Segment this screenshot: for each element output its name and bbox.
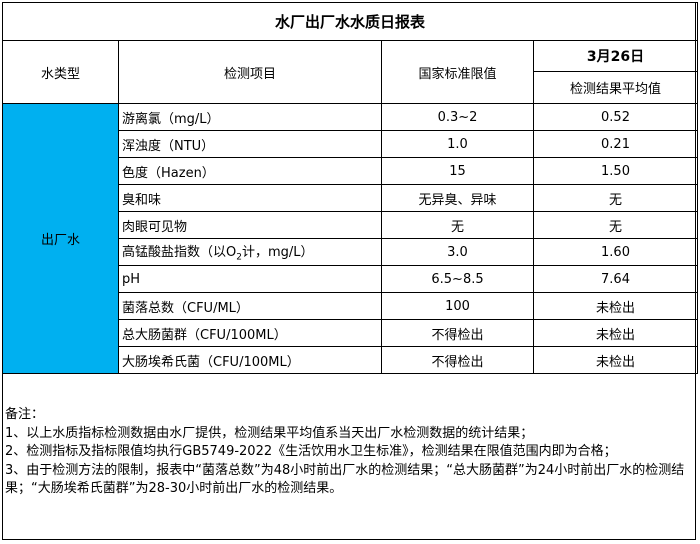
- item-cell: 浑浊度（NTU）: [118, 130, 382, 158]
- item-cell: 菌落总数（CFU/ML）: [118, 292, 382, 320]
- header-water-type: 水类型: [2, 40, 119, 104]
- note-line: 1、以上水质指标检测数据由水厂提供，检测结果平均值系当天出厂水检测数据的统计结果…: [5, 425, 534, 441]
- item-cell: 臭和味: [118, 184, 382, 212]
- item-cell: 大肠埃希氏菌（CFU/100ML）: [118, 346, 382, 374]
- standard-cell: 无异臭、异味: [381, 184, 534, 212]
- result-cell: 无: [532, 211, 699, 239]
- item-cell: 肉眼可见物: [118, 211, 382, 239]
- standard-cell: 不得检出: [381, 346, 534, 374]
- report-title: 水厂出厂水水质日报表: [1, 2, 699, 41]
- result-cell: 无: [532, 184, 699, 212]
- standard-cell: 15: [381, 157, 534, 185]
- item-cell: 总大肠菌群（CFU/100ML）: [118, 319, 382, 347]
- header-item: 检测项目: [118, 40, 382, 104]
- water-quality-table: 水厂出厂水水质日报表 水类型 检测项目 国家标准限值 3月26日 检测结果平均值…: [1, 2, 699, 374]
- item-cell: 色度（Hazen）: [118, 157, 382, 185]
- table-row: 出厂水 游离氯（mg/L） 0.3~2 0.52: [2, 103, 699, 374]
- note-line: 2、检测指标及指标限值均执行GB5749-2022《生活饮用水卫生标准》，检测结…: [5, 444, 617, 459]
- result-cell: 未检出: [532, 319, 699, 347]
- item-text: 计，mg/L）: [241, 245, 314, 261]
- standard-cell: 0.3~2: [381, 103, 534, 131]
- table-row: 大肠埃希氏菌（CFU/100ML） 不得检出 未检出: [3, 346, 699, 374]
- table-row: 臭和味 无异臭、异味 无: [3, 184, 699, 212]
- table-row: 高锰酸盐指数（以O2计，mg/L） 3.0 1.60: [3, 238, 699, 266]
- header-result: 检测结果平均值: [532, 71, 699, 104]
- standard-cell: 1.0: [381, 130, 534, 158]
- header-date: 3月26日: [532, 40, 699, 72]
- water-type-cell: 出厂水: [2, 103, 119, 374]
- result-cell: 0.21: [532, 130, 699, 158]
- standard-cell: 100: [381, 292, 534, 320]
- standard-cell: 6.5~8.5: [381, 265, 534, 293]
- notes-heading: 备注：: [5, 407, 45, 422]
- result-cell: 1.60: [532, 238, 699, 266]
- table-row: 色度（Hazen） 15 1.50: [3, 157, 699, 185]
- note-line: 3、由于检测方法的限制，报表中“菌落总数”为48小时前出厂水的检测结果；“总大肠…: [5, 462, 685, 497]
- result-cell: 1.50: [532, 157, 699, 185]
- item-cell: pH: [118, 265, 382, 293]
- standard-cell: 3.0: [381, 238, 534, 266]
- notes-section: 备注： 1、以上水质指标检测数据由水厂提供，检测结果平均值系当天出厂水检测数据的…: [5, 406, 693, 499]
- table-row: pH 6.5~8.5 7.64: [3, 265, 699, 293]
- table-row: 浑浊度（NTU） 1.0 0.21: [3, 130, 699, 158]
- result-cell: 未检出: [532, 346, 699, 374]
- standard-cell: 无: [381, 211, 534, 239]
- result-cell: 未检出: [532, 292, 699, 320]
- result-cell: 7.64: [532, 265, 699, 293]
- result-cell: 0.52: [532, 103, 699, 131]
- standard-cell: 不得检出: [381, 319, 534, 347]
- header-standard: 国家标准限值: [381, 40, 534, 104]
- item-cell: 高锰酸盐指数（以O2计，mg/L）: [118, 238, 382, 266]
- item-subscript: 2: [236, 252, 242, 263]
- item-text: 高锰酸盐指数（以O: [122, 245, 237, 261]
- table-row: 菌落总数（CFU/ML） 100 未检出: [3, 292, 699, 320]
- item-cell: 游离氯（mg/L）: [118, 103, 382, 131]
